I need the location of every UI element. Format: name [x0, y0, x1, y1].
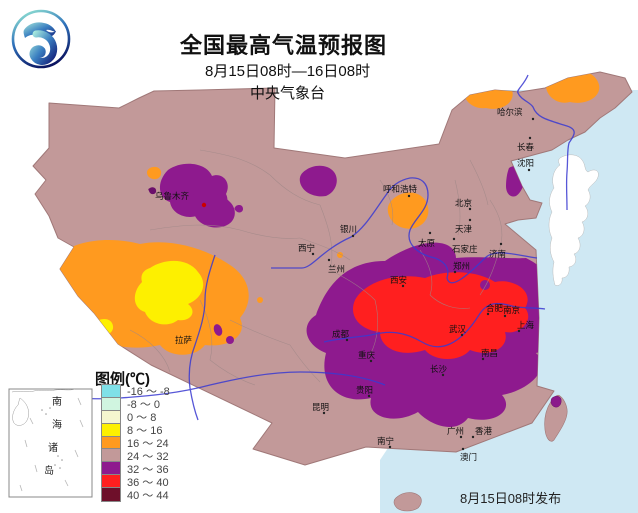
svg-text:武汉: 武汉: [449, 324, 467, 334]
svg-text:石家庄: 石家庄: [452, 244, 478, 254]
svg-text:贵阳: 贵阳: [356, 385, 373, 395]
svg-text:澳门: 澳门: [460, 452, 477, 462]
svg-text:银川: 银川: [340, 224, 357, 234]
svg-text:北京: 北京: [455, 198, 472, 208]
svg-text:合肥: 合肥: [486, 303, 504, 313]
svg-text:太原: 太原: [418, 238, 435, 248]
svg-text:呼和浩特: 呼和浩特: [383, 184, 418, 194]
svg-text:哈尔滨: 哈尔滨: [497, 107, 523, 117]
svg-text:乌鲁木齐: 乌鲁木齐: [155, 191, 190, 201]
svg-text:岛: 岛: [44, 464, 54, 477]
svg-text:昆明: 昆明: [312, 402, 329, 412]
svg-text:海: 海: [52, 418, 62, 431]
svg-text:南京: 南京: [503, 305, 520, 315]
svg-text:西安: 西安: [390, 275, 407, 285]
svg-text:诸: 诸: [48, 442, 58, 454]
svg-text:西宁: 西宁: [298, 243, 315, 253]
svg-text:成都: 成都: [332, 329, 350, 339]
svg-text:上海: 上海: [517, 320, 535, 330]
svg-text:南宁: 南宁: [377, 436, 394, 446]
svg-text:济南: 济南: [489, 249, 506, 259]
svg-text:拉萨: 拉萨: [175, 335, 193, 345]
svg-text:长沙: 长沙: [430, 364, 448, 374]
svg-text:重庆: 重庆: [358, 350, 376, 360]
svg-text:广州: 广州: [447, 426, 464, 436]
svg-text:香港: 香港: [475, 426, 493, 436]
svg-text:郑州: 郑州: [453, 261, 470, 271]
svg-text:南: 南: [52, 395, 62, 408]
svg-text:沈阳: 沈阳: [517, 158, 534, 168]
svg-text:天津: 天津: [455, 224, 473, 234]
svg-text:南昌: 南昌: [481, 348, 498, 358]
svg-text:兰州: 兰州: [328, 264, 345, 274]
svg-text:长春: 长春: [517, 142, 535, 152]
